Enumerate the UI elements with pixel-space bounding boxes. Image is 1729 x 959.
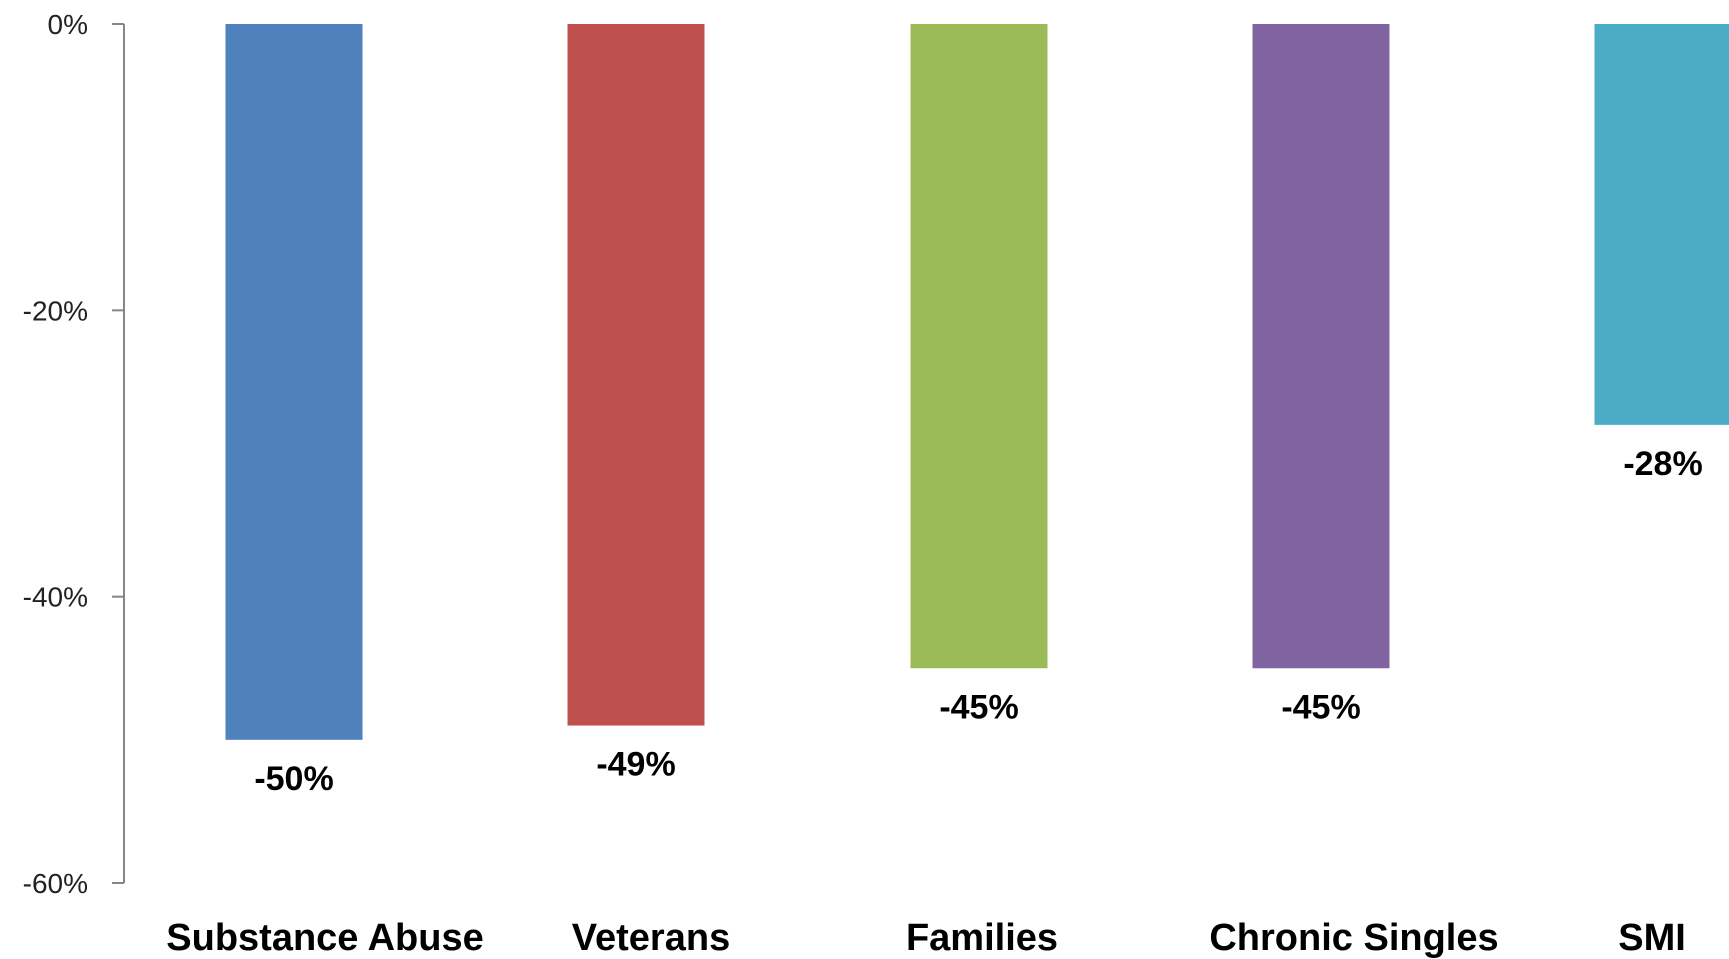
- y-tick-label: -40%: [23, 582, 88, 613]
- bar: [910, 24, 1048, 669]
- data-label: -49%: [596, 746, 675, 784]
- data-label: -50%: [254, 760, 333, 798]
- bar: [567, 24, 705, 726]
- data-label: -28%: [1623, 445, 1702, 483]
- data-label: -45%: [1281, 688, 1360, 726]
- category-label: Chronic Singles: [1209, 917, 1498, 959]
- bar: [225, 24, 363, 740]
- category-label: Veterans: [572, 917, 730, 959]
- data-labels: -50% -49% -45% -45% -28%: [254, 445, 1702, 798]
- data-label: -45%: [939, 688, 1018, 726]
- bars: [225, 24, 1729, 740]
- category-label: SMI: [1618, 917, 1686, 959]
- y-tick-label: 0%: [48, 9, 88, 40]
- bar: [1252, 24, 1390, 669]
- y-tick-label: -60%: [23, 868, 88, 899]
- category-labels: Substance Abuse Veterans Families Chronic S…: [166, 917, 1686, 959]
- category-label: Families: [906, 917, 1058, 959]
- y-axis: 0% -20% -40% -60%: [23, 9, 125, 899]
- category-label: Substance Abuse: [166, 917, 483, 959]
- bar: [1594, 24, 1729, 425]
- y-tick-label: -20%: [23, 295, 88, 326]
